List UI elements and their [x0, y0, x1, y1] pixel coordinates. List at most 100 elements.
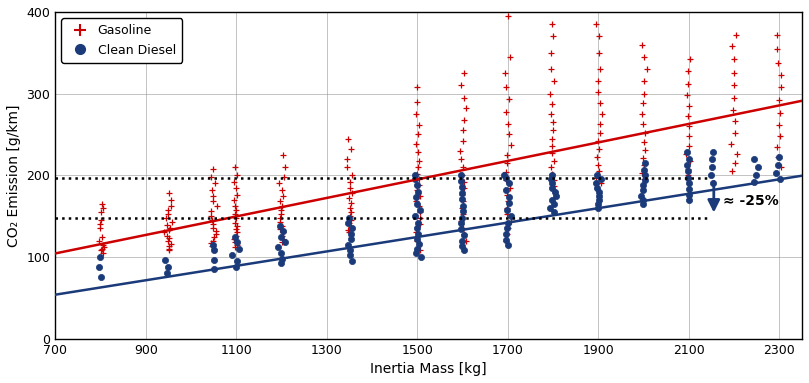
Point: [593, 50, 606, 56]
Point: [637, 197, 650, 203]
Point: [457, 117, 470, 123]
Point: [342, 219, 355, 226]
Point: [546, 119, 559, 125]
Point: [207, 247, 220, 254]
Point: [705, 172, 718, 178]
Point: [274, 219, 287, 225]
Point: [591, 172, 604, 178]
Point: [456, 184, 469, 190]
Point: [228, 164, 241, 170]
Point: [504, 218, 517, 224]
Point: [680, 92, 693, 98]
Point: [548, 157, 561, 164]
Point: [456, 198, 469, 205]
Point: [414, 254, 427, 260]
Point: [545, 101, 558, 107]
Point: [638, 177, 651, 183]
Point: [773, 133, 786, 139]
Point: [682, 172, 695, 178]
Point: [229, 185, 242, 192]
Point: [93, 254, 106, 260]
Point: [545, 21, 558, 27]
Point: [233, 246, 246, 252]
Point: [278, 164, 291, 170]
Point: [727, 82, 740, 88]
Point: [166, 219, 179, 225]
Point: [414, 221, 427, 228]
Point: [592, 197, 605, 203]
Point: [94, 221, 107, 228]
Point: [593, 193, 606, 199]
Point: [163, 243, 176, 249]
Point: [637, 182, 650, 188]
Point: [548, 78, 561, 84]
Point: [413, 241, 426, 247]
Point: [729, 160, 742, 166]
Point: [206, 198, 219, 205]
Point: [771, 162, 784, 169]
Point: [345, 258, 358, 264]
Point: [727, 56, 740, 62]
Point: [277, 174, 290, 180]
Y-axis label: CO₂ Emission [g/km]: CO₂ Emission [g/km]: [7, 104, 21, 247]
Point: [274, 223, 287, 229]
Point: [413, 157, 426, 164]
Point: [682, 175, 695, 181]
Point: [592, 162, 605, 168]
Point: [771, 46, 784, 52]
Point: [502, 96, 515, 102]
Point: [724, 141, 737, 147]
Point: [277, 193, 290, 199]
Point: [159, 257, 172, 263]
Point: [502, 121, 515, 127]
Point: [204, 240, 217, 246]
Point: [95, 201, 108, 207]
Point: [637, 155, 650, 161]
Point: [748, 179, 760, 185]
Point: [226, 252, 239, 258]
Point: [545, 50, 558, 56]
Point: [773, 97, 786, 103]
Point: [728, 130, 741, 136]
Point: [275, 239, 288, 246]
Point: [683, 192, 696, 198]
Point: [772, 154, 785, 160]
Point: [163, 246, 176, 252]
Point: [158, 229, 171, 236]
Point: [752, 164, 765, 170]
Point: [545, 164, 558, 170]
Point: [343, 185, 356, 191]
Point: [591, 89, 604, 95]
Point: [500, 205, 513, 211]
Point: [231, 172, 244, 178]
Point: [230, 192, 243, 198]
Point: [344, 200, 357, 206]
Point: [455, 196, 468, 202]
Point: [545, 180, 558, 187]
Point: [499, 175, 512, 181]
Point: [769, 170, 782, 176]
Point: [413, 121, 426, 128]
Point: [341, 227, 354, 233]
Point: [637, 100, 650, 106]
Point: [546, 185, 559, 191]
Point: [547, 127, 560, 133]
Point: [414, 209, 427, 215]
Point: [500, 84, 513, 90]
Point: [591, 201, 604, 207]
Point: [345, 224, 358, 230]
Point: [206, 242, 219, 248]
Point: [205, 213, 218, 219]
Point: [682, 81, 695, 87]
Point: [209, 228, 222, 234]
Point: [457, 138, 470, 144]
Point: [414, 247, 427, 254]
Point: [343, 213, 356, 219]
Point: [205, 208, 218, 214]
Point: [681, 68, 694, 74]
Point: [457, 185, 470, 192]
Point: [638, 172, 651, 178]
Point: [229, 219, 242, 226]
Point: [207, 166, 220, 172]
Point: [459, 237, 472, 244]
